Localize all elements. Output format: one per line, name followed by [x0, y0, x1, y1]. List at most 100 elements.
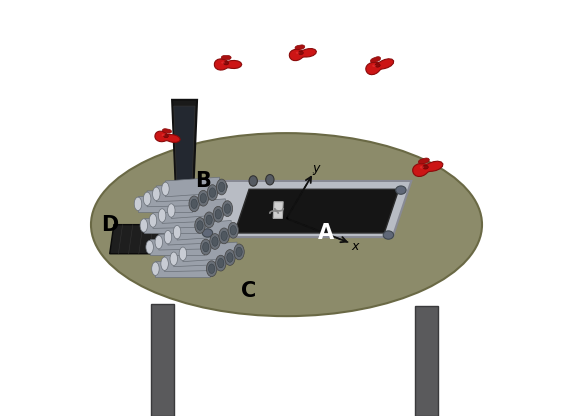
Ellipse shape: [230, 225, 237, 235]
Ellipse shape: [91, 133, 482, 316]
Ellipse shape: [189, 196, 199, 212]
Text: B: B: [195, 171, 211, 191]
Ellipse shape: [198, 191, 209, 206]
Polygon shape: [295, 45, 305, 50]
Ellipse shape: [195, 218, 205, 233]
Polygon shape: [166, 177, 219, 197]
Ellipse shape: [197, 221, 203, 230]
Polygon shape: [147, 190, 201, 207]
Ellipse shape: [206, 261, 217, 277]
Polygon shape: [168, 227, 222, 245]
Polygon shape: [150, 239, 204, 255]
Ellipse shape: [227, 253, 233, 262]
Ellipse shape: [221, 231, 227, 240]
Ellipse shape: [212, 237, 218, 246]
Ellipse shape: [209, 264, 215, 273]
Polygon shape: [176, 196, 194, 216]
Text: D: D: [101, 215, 119, 235]
Ellipse shape: [203, 243, 209, 252]
Ellipse shape: [164, 134, 168, 138]
Ellipse shape: [296, 52, 300, 54]
Ellipse shape: [375, 64, 380, 67]
Ellipse shape: [215, 210, 221, 219]
Polygon shape: [177, 220, 231, 240]
Polygon shape: [214, 59, 242, 70]
Ellipse shape: [299, 51, 303, 54]
Ellipse shape: [224, 204, 230, 213]
Ellipse shape: [152, 187, 160, 201]
Ellipse shape: [249, 176, 257, 186]
Ellipse shape: [202, 229, 213, 237]
Polygon shape: [366, 59, 394, 75]
Bar: [415, 306, 438, 416]
Polygon shape: [164, 255, 219, 272]
Polygon shape: [138, 196, 192, 212]
Ellipse shape: [167, 204, 175, 217]
Ellipse shape: [161, 257, 168, 270]
Ellipse shape: [222, 201, 233, 216]
Ellipse shape: [217, 182, 227, 191]
Ellipse shape: [236, 247, 242, 257]
Polygon shape: [109, 225, 172, 254]
Ellipse shape: [158, 209, 166, 222]
Polygon shape: [413, 161, 443, 176]
Polygon shape: [155, 131, 180, 142]
Ellipse shape: [204, 212, 214, 228]
Ellipse shape: [162, 134, 165, 136]
Polygon shape: [156, 183, 210, 202]
Ellipse shape: [162, 182, 169, 196]
Polygon shape: [221, 55, 231, 60]
Ellipse shape: [134, 197, 142, 210]
Polygon shape: [155, 261, 210, 277]
Ellipse shape: [213, 206, 223, 222]
Ellipse shape: [223, 62, 229, 65]
Polygon shape: [162, 205, 216, 223]
Polygon shape: [159, 233, 213, 250]
Ellipse shape: [228, 222, 238, 238]
Polygon shape: [201, 181, 411, 237]
Ellipse shape: [164, 230, 172, 244]
Ellipse shape: [221, 62, 225, 64]
Ellipse shape: [191, 199, 197, 208]
Ellipse shape: [155, 235, 163, 249]
Ellipse shape: [152, 262, 159, 275]
Text: C: C: [241, 281, 257, 301]
Ellipse shape: [201, 239, 211, 255]
Polygon shape: [234, 189, 399, 233]
Polygon shape: [171, 199, 225, 218]
Ellipse shape: [423, 165, 429, 169]
Text: A: A: [318, 223, 334, 243]
Polygon shape: [183, 242, 237, 262]
Ellipse shape: [219, 228, 229, 244]
Ellipse shape: [209, 188, 215, 197]
Ellipse shape: [372, 64, 376, 67]
Ellipse shape: [396, 186, 406, 194]
Polygon shape: [171, 210, 198, 218]
Ellipse shape: [174, 225, 181, 239]
Ellipse shape: [146, 240, 154, 254]
Ellipse shape: [140, 219, 148, 232]
Ellipse shape: [218, 182, 225, 192]
Polygon shape: [144, 218, 198, 233]
Ellipse shape: [225, 250, 235, 265]
Ellipse shape: [207, 185, 218, 201]
Ellipse shape: [210, 233, 220, 249]
Polygon shape: [273, 202, 283, 218]
Polygon shape: [174, 106, 195, 193]
Polygon shape: [418, 158, 429, 164]
Polygon shape: [289, 49, 316, 61]
Ellipse shape: [420, 166, 424, 168]
Ellipse shape: [234, 244, 244, 260]
Text: x: x: [351, 240, 359, 253]
Ellipse shape: [383, 231, 394, 239]
Ellipse shape: [200, 193, 206, 203]
Ellipse shape: [170, 252, 178, 265]
Polygon shape: [162, 129, 171, 133]
Ellipse shape: [215, 255, 226, 271]
Ellipse shape: [143, 192, 151, 206]
Ellipse shape: [217, 179, 227, 195]
Text: y: y: [313, 161, 320, 175]
Ellipse shape: [206, 215, 212, 225]
Ellipse shape: [149, 214, 156, 227]
Bar: [151, 304, 174, 416]
